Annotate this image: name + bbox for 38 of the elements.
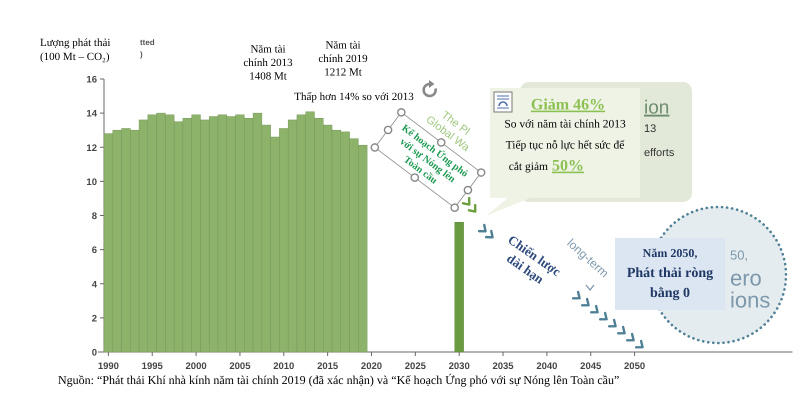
x-tick-label: 2000 [186, 361, 207, 372]
annotation: 13 [644, 122, 656, 135]
annotation: cắt giảm [508, 161, 548, 174]
x-tick-label: 2045 [580, 361, 602, 372]
x-tick-label: 2015 [317, 361, 339, 372]
x-tick-label: 1990 [98, 361, 119, 372]
y-tick-label: 0 [92, 348, 97, 358]
text: tted ) [140, 38, 155, 59]
y-tick-label: 8 [92, 211, 97, 222]
x-tick-label: 2020 [360, 361, 382, 372]
annotation: Năm 2050, Phát thải ròng bằng 0 [626, 246, 714, 302]
y-tick-label: 16 [86, 74, 97, 86]
x-tick-label: 1995 [142, 361, 164, 372]
x-tick-label: 2035 [492, 361, 514, 372]
x-tick-label: 2010 [273, 361, 294, 372]
y-axis-title: Lượng phát thải (100 Mt – CO₂) [40, 36, 110, 63]
annotation: efforts [644, 146, 675, 159]
x-tick-label: 2005 [229, 361, 252, 372]
bar [454, 222, 464, 352]
annotation: 50, [730, 248, 748, 263]
annotation: Thấp hơn 14% so với 2013 [294, 90, 414, 103]
annotation: 50% [552, 158, 584, 175]
y-tick-label: 2 [92, 313, 97, 324]
annotation: Năm tài chính 2013 1408 Mt [243, 43, 294, 82]
x-tick-label: 2040 [536, 361, 558, 372]
text: Nguồn: “Phát thải Khí nhà kính năm tài chính 2019 (đã xác nhận) và “Kế hoạch Ứng phó với sự Nóng lên Toàn cầu” [58, 373, 620, 388]
text: Năm tài chính 2019 1212 Mt [318, 39, 368, 78]
y-tick-label: 12 [86, 142, 97, 154]
x-tick-label: 2050 [624, 361, 646, 372]
y-tick-label: 14 [86, 108, 98, 120]
y-tick-label: 6 [92, 245, 97, 256]
x-tick-label: 2025 [404, 361, 427, 372]
annotation: Giảm 46% [530, 96, 606, 114]
annotation: ion [644, 98, 670, 119]
y-tick-label: 4 [92, 279, 98, 290]
annotation: ero ions [730, 266, 770, 313]
y-tick-label: 10 [86, 176, 97, 188]
x-tick-label: 2030 [448, 361, 470, 372]
